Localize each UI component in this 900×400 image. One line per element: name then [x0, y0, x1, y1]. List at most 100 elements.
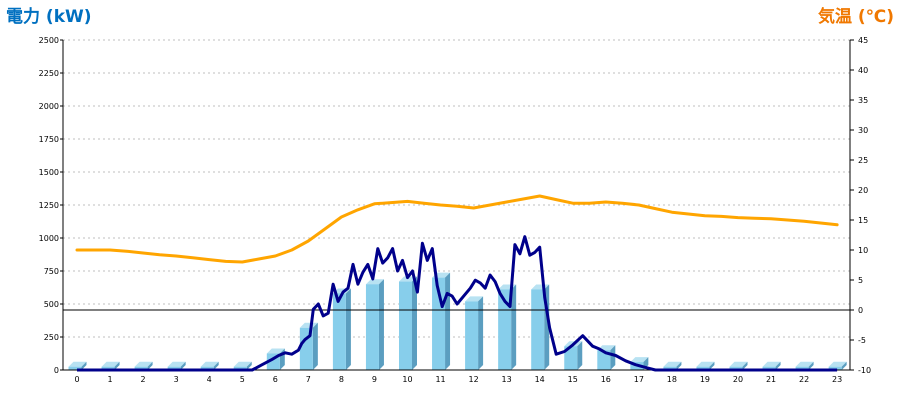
right-tick-label: 0	[858, 306, 863, 315]
right-tick-label: 15	[858, 216, 868, 225]
series-lines	[75, 194, 839, 372]
x-tick-label: 9	[372, 375, 377, 384]
bar-face	[696, 366, 710, 370]
gridlines	[63, 39, 850, 338]
bar-side	[742, 361, 748, 370]
bar-23	[828, 361, 847, 370]
right-tick-label: 10	[858, 246, 868, 255]
bar-face	[134, 366, 148, 370]
x-tick-label: 15	[568, 375, 578, 384]
bar-top	[729, 361, 748, 367]
bar-side	[676, 361, 682, 370]
bar-face	[465, 301, 479, 370]
left-tick-label: 1750	[39, 135, 59, 144]
x-tick-label: 3	[174, 375, 179, 384]
bar-top	[233, 361, 252, 367]
bar-face	[233, 366, 247, 370]
bar-face	[399, 281, 412, 370]
bar-side	[445, 272, 451, 370]
bar-top	[266, 348, 285, 354]
bar-face	[795, 366, 809, 370]
x-tick-label: 0	[74, 375, 79, 384]
x-tick-label: 19	[700, 375, 710, 384]
right-tick-label: -10	[858, 366, 871, 375]
right-tick-label: 40	[858, 66, 868, 75]
x-tick-label: 18	[667, 375, 677, 384]
bar-10	[399, 276, 417, 370]
right-tick-label: 45	[858, 36, 868, 45]
left-tick-label: 2500	[39, 36, 59, 45]
bar-14	[531, 284, 550, 370]
bar-22	[795, 361, 814, 370]
x-tick-label: 4	[207, 375, 212, 384]
bar-top	[167, 361, 186, 367]
left-tick-label: 750	[44, 267, 59, 276]
bar-top	[465, 296, 484, 302]
bar-5	[233, 361, 252, 370]
x-tick-label: 1	[108, 375, 113, 384]
left-axis-title: 電力 (kW)	[6, 6, 92, 27]
x-tick-label: 2	[141, 375, 146, 384]
bar-top	[630, 357, 649, 363]
x-tick-label: 6	[273, 375, 278, 384]
bar-side	[345, 288, 351, 370]
bar-side	[709, 361, 715, 370]
bar-11	[432, 272, 451, 370]
bar-face	[531, 289, 545, 370]
bar-top	[101, 361, 120, 367]
left-tick-label: 1000	[39, 234, 59, 243]
bar-7	[299, 322, 318, 370]
x-tick-label: 10	[402, 375, 412, 384]
bar-side	[775, 361, 781, 370]
bar-face	[762, 366, 776, 370]
power-line	[77, 235, 838, 372]
x-tick-label: 17	[634, 375, 644, 384]
left-tick-label: 250	[44, 333, 59, 342]
bar-0	[68, 361, 87, 370]
x-tick-label: 13	[502, 375, 512, 384]
bar-side	[180, 361, 186, 370]
bar-side	[577, 341, 583, 370]
bar-side	[808, 361, 814, 370]
bar-top	[663, 361, 682, 367]
bar-9	[365, 279, 384, 370]
bar-19	[696, 361, 715, 370]
x-tick-label: 11	[435, 375, 445, 384]
bar-20	[729, 361, 748, 370]
bar-side	[312, 322, 318, 370]
bar-12	[465, 296, 484, 370]
power-bars	[68, 272, 847, 370]
bar-side	[213, 361, 219, 370]
x-tick-label: 20	[733, 375, 743, 384]
bar-top	[399, 276, 417, 282]
bar-top	[365, 279, 384, 285]
bar-face	[68, 366, 82, 370]
right-tick-label: 25	[858, 156, 868, 165]
bar-side	[610, 345, 616, 370]
left-tick-label: 2000	[39, 102, 59, 111]
left-tick-label: 1250	[39, 201, 59, 210]
bar-3	[167, 361, 186, 370]
x-tick-label: 5	[240, 375, 245, 384]
left-tick-label: 500	[44, 300, 59, 309]
right-tick-label: 35	[858, 96, 868, 105]
bar-face	[332, 293, 346, 370]
bar-side	[378, 279, 384, 370]
bar-face	[200, 366, 214, 370]
bar-21	[762, 361, 781, 370]
x-tick-label: 22	[799, 375, 809, 384]
bar-1	[101, 361, 120, 370]
bar-side	[511, 284, 517, 370]
bar-face	[597, 350, 611, 370]
bar-side	[841, 361, 847, 370]
left-tick-label: 2250	[39, 69, 59, 78]
x-tick-label: 21	[766, 375, 776, 384]
right-axis-title: 気温 (℃)	[817, 6, 894, 27]
bar-15	[564, 341, 583, 370]
bar-top	[134, 361, 153, 367]
bar-2	[134, 361, 153, 370]
bar-top	[200, 361, 219, 367]
bar-top	[828, 361, 847, 367]
bar-face	[167, 366, 181, 370]
bar-face	[101, 366, 115, 370]
